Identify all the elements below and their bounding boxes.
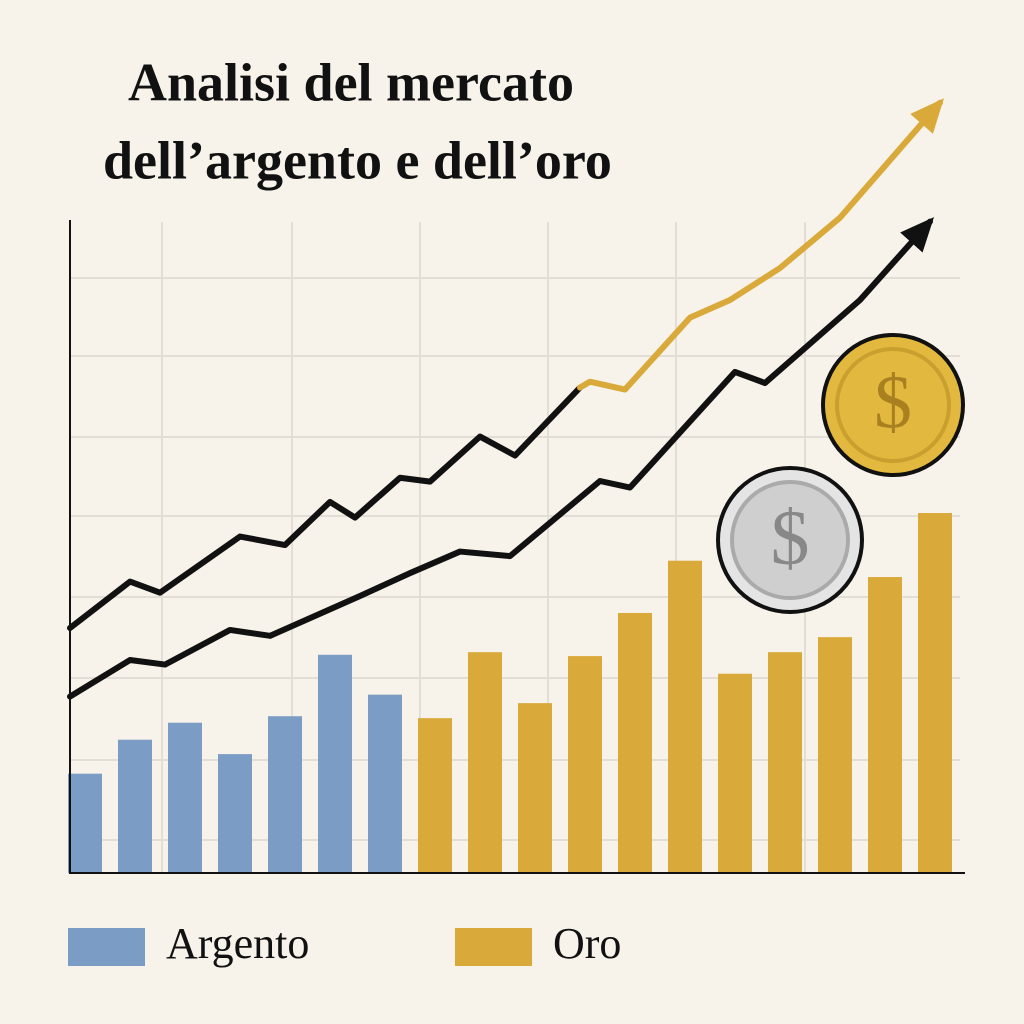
bar [418,718,452,873]
bar [518,703,552,873]
legend-swatch [455,928,532,966]
bar [168,722,202,873]
chart-title: Analisi del mercato [128,52,574,112]
trend-line [577,99,943,393]
arrowhead [900,217,934,253]
coins: $ $ [716,333,965,614]
bar [618,612,652,873]
bar [718,673,752,873]
svg-text:$: $ [874,360,912,444]
bar [468,652,502,873]
bar [868,577,902,873]
legend-label: Oro [553,919,621,968]
arrowhead [910,98,944,134]
bar [568,656,602,873]
legend-label: Argento [166,919,309,968]
trend-line [67,384,583,631]
bar [918,513,952,873]
bar [268,716,302,873]
bar [818,637,852,873]
svg-text:$: $ [771,494,810,581]
bar [118,739,152,873]
bar [368,694,402,873]
trend-line [67,218,933,700]
bar [68,773,102,873]
bar [318,654,352,873]
legend-swatch [68,928,145,966]
bar [768,652,802,873]
chart-title: dell’argento e dell’oro [103,130,612,190]
bar [218,754,252,873]
bar [668,560,702,873]
